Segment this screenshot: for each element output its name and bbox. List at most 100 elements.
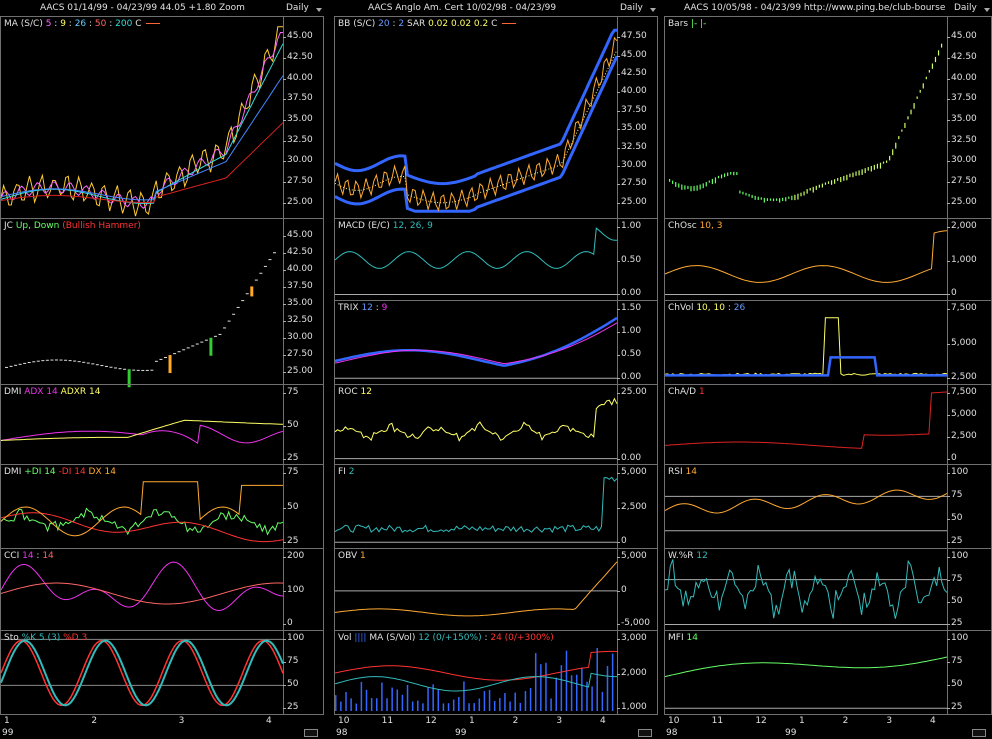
label-segment: JC bbox=[4, 221, 16, 231]
period-dropdown[interactable]: Daily bbox=[286, 3, 309, 13]
label-segment: ChOsc bbox=[668, 221, 700, 231]
y-tick-mark bbox=[617, 260, 620, 262]
chvol-ma-line bbox=[665, 356, 947, 377]
y-tick-mark bbox=[947, 343, 950, 345]
x-year-label: 99 bbox=[2, 728, 14, 738]
ohlc-bar bbox=[916, 96, 918, 99]
candle-mark bbox=[109, 366, 113, 368]
zoom-scroll-control[interactable] bbox=[638, 729, 652, 737]
candle-mark bbox=[68, 360, 72, 362]
y-tick-mark bbox=[947, 393, 950, 394]
zoom-scroll-control[interactable] bbox=[972, 729, 986, 737]
rsi-line bbox=[664, 489, 948, 514]
label-segment: 12 bbox=[696, 551, 708, 561]
period-dropdown[interactable]: Daily bbox=[954, 3, 977, 13]
axis-separator bbox=[947, 219, 948, 300]
label-segment: MA (S/Vol) bbox=[366, 633, 419, 643]
chevron-down-icon[interactable] bbox=[984, 8, 990, 12]
label-segment: W.%R bbox=[668, 551, 697, 561]
chevron-down-icon[interactable] bbox=[650, 8, 656, 12]
volume-bar bbox=[596, 647, 598, 711]
axis-separator bbox=[947, 385, 948, 464]
y-tick-mark bbox=[947, 436, 950, 438]
y-tick-mark bbox=[283, 252, 286, 254]
candle-mark bbox=[104, 365, 108, 367]
y-tick-mark bbox=[617, 110, 620, 112]
label-segment: |- |- bbox=[690, 19, 707, 29]
label-segment: ADX 14 bbox=[24, 387, 58, 397]
label-segment: : bbox=[481, 633, 491, 643]
y-tick-mark bbox=[283, 458, 286, 460]
plus-di-line bbox=[0, 507, 284, 536]
label-segment: 12, 26, 9 bbox=[392, 221, 433, 231]
ohlc-bar bbox=[867, 167, 869, 171]
candle-mark bbox=[154, 360, 158, 362]
axis-separator bbox=[283, 465, 284, 548]
candle-mark bbox=[168, 355, 172, 374]
ohlc-bar bbox=[711, 178, 713, 185]
chad-line bbox=[664, 391, 948, 449]
y-tick-label: 5,000 bbox=[621, 551, 647, 562]
period-dropdown[interactable]: Daily bbox=[620, 3, 643, 13]
label-segment: 10, 3 bbox=[699, 221, 723, 231]
indicator-label: DMI +DI 14 -DI 14 DX 14 bbox=[4, 467, 116, 477]
y-tick-mark bbox=[283, 685, 286, 687]
indicator-panel-trix: TRIX 12 : 9 1.50 1.00 0.50 0.00 bbox=[334, 300, 658, 385]
indicator-panel-chad: ChA/D 1 7,500 5,000 2,500 0 bbox=[664, 384, 992, 465]
y-tick-label: 1.00 bbox=[621, 221, 642, 232]
y-tick-label: 75 bbox=[951, 490, 963, 501]
x-tick-label: 1 bbox=[799, 716, 805, 726]
axis-separator bbox=[617, 219, 618, 300]
indicator-label: MFI 14 bbox=[668, 633, 698, 643]
candle-mark bbox=[141, 369, 145, 371]
cci-signal-line bbox=[0, 582, 284, 605]
label-segment: 0.02 bbox=[428, 19, 449, 29]
y-tick-mark bbox=[617, 458, 620, 460]
chevron-down-icon[interactable] bbox=[316, 8, 322, 12]
y-tick-label: 25 bbox=[287, 702, 299, 713]
ohlc-bar bbox=[846, 174, 848, 181]
volume-bar bbox=[504, 693, 506, 711]
label-segment: Vol bbox=[338, 633, 355, 643]
y-tick-label: 5,000 bbox=[951, 408, 977, 419]
x-tick-label: 12 bbox=[425, 716, 437, 726]
y-tick-label: 0 bbox=[951, 288, 957, 299]
axis-separator bbox=[947, 631, 948, 714]
y-tick-mark bbox=[947, 473, 950, 475]
x-tick-label: 1 bbox=[469, 716, 475, 726]
minus-di-line bbox=[0, 512, 284, 543]
y-tick-label: 0.50 bbox=[621, 254, 642, 265]
volume-bar bbox=[350, 698, 352, 711]
axis-separator bbox=[283, 219, 284, 384]
zoom-scroll-control[interactable] bbox=[304, 729, 318, 737]
y-tick-mark bbox=[947, 182, 950, 184]
label-segment: 2 bbox=[398, 19, 405, 29]
candle-mark bbox=[254, 279, 258, 281]
indicator-label: CCI 14 : 14 bbox=[4, 551, 54, 561]
ma5-line bbox=[0, 32, 283, 210]
label-segment: Sto bbox=[4, 633, 22, 643]
axis-separator bbox=[947, 17, 948, 218]
y-tick-label: 37.50 bbox=[621, 104, 647, 115]
y-tick-label: 45.00 bbox=[621, 49, 647, 60]
y-tick-mark bbox=[947, 639, 950, 641]
x-year-label: 99 bbox=[785, 728, 797, 738]
candle-mark bbox=[241, 300, 245, 302]
y-tick-label: 100 bbox=[951, 551, 969, 562]
label-segment: (Bullish Hammer) bbox=[59, 221, 141, 231]
y-tick-mark bbox=[947, 140, 950, 142]
volume-bar bbox=[335, 695, 337, 711]
y-tick-label: 0.50 bbox=[621, 349, 642, 360]
candle-mark bbox=[100, 365, 104, 367]
y-tick-label: 32.50 bbox=[287, 314, 313, 325]
mfi-line bbox=[664, 656, 948, 678]
volume-bar bbox=[432, 684, 434, 711]
trix-line bbox=[334, 316, 618, 367]
ohlc-bar bbox=[934, 56, 937, 63]
volume-bar bbox=[452, 699, 455, 711]
ohlc-bar bbox=[876, 163, 879, 169]
candle-mark bbox=[263, 265, 267, 267]
label-segment: 20 bbox=[378, 19, 390, 29]
bb-lower-line bbox=[334, 55, 619, 213]
indicator-plot-vol bbox=[334, 647, 618, 711]
